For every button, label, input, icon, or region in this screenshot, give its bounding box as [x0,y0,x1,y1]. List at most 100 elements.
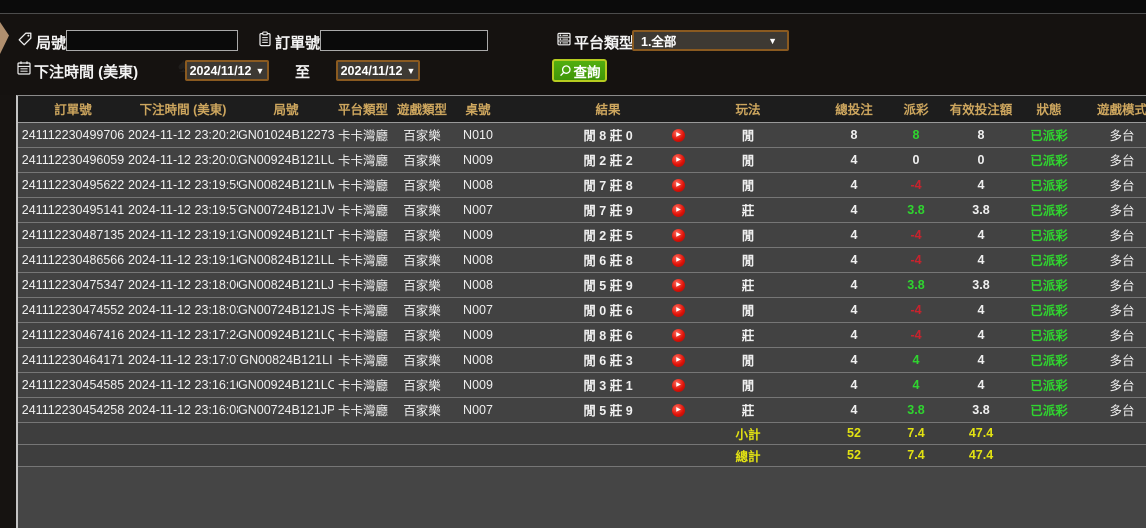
play-icon: ▶ [676,182,681,189]
payout-cell: -4 [884,172,948,198]
play-icon: ▶ [676,307,681,314]
play-button[interactable]: ▶ [671,203,685,217]
play-button[interactable]: ▶ [671,378,685,392]
bet-time-label: 下注時間 (美東) [34,64,139,81]
date-to-value: 2024/11/12 [340,63,403,78]
table-no-cell: N008 [452,172,504,198]
round-cell: GN00724B121JV [238,197,334,223]
total-bet-cell: 4 [800,297,884,323]
round-cell: GN00724B121JP [238,397,334,423]
replay-cell: ▶ [660,397,696,423]
valid-bet-cell: 4 [948,372,1014,398]
col-result: 結果 [504,96,660,123]
payout-cell: 0 [884,147,948,173]
total-empty [1084,443,1146,467]
date-to-select[interactable]: 2024/11/12 ▼ [336,60,420,81]
play-type-cell: 莊 [696,397,800,423]
round-cell: GN01024B12273 [238,122,334,148]
play-icon: ▶ [676,257,681,264]
replay-cell: ▶ [660,247,696,273]
play-button[interactable]: ▶ [671,303,685,317]
round-cell: GN00824B121LM [238,172,334,198]
payout-cell: -4 [884,322,948,348]
platform-cell: 卡卡灣廳 [334,397,392,423]
play-button[interactable]: ▶ [671,278,685,292]
game-type-cell: 百家樂 [392,197,452,223]
col-game-mode: 遊戲模式 [1084,96,1146,123]
play-type-cell: 閒 [696,172,800,198]
play-button[interactable]: ▶ [671,328,685,342]
play-button[interactable]: ▶ [671,253,685,267]
round-cell: GN00824B121LL [238,247,334,273]
total-bet-cell: 8 [800,122,884,148]
bet-time-cell: 2024-11-12 23:18:06 [128,272,238,298]
game-mode-cell: 多台 [1084,272,1146,298]
platform-select[interactable]: 1.全部 ▼ [632,30,789,51]
game-mode-cell: 多台 [1084,347,1146,373]
status-cell: 已派彩 [1014,372,1084,398]
bet-time-cell: 2024-11-12 23:16:10 [128,372,238,398]
subtotal-empty [1084,422,1146,445]
play-type-cell: 閒 [696,372,800,398]
play-icon: ▶ [676,132,681,139]
play-button[interactable]: ▶ [671,403,685,417]
payout-cell: 4 [884,372,948,398]
play-button[interactable]: ▶ [671,128,685,142]
table-row: 241112230496059 2024-11-12 23:20:02 GN00… [18,147,1146,173]
left-margin [0,95,17,528]
game-mode-cell: 多台 [1084,197,1146,223]
drawer-handle-icon[interactable] [0,22,9,54]
table-footer: 小計 52 7.4 47.4 總計 52 7.4 47.4 [18,422,1146,467]
play-button[interactable]: ▶ [671,153,685,167]
game-type-cell: 百家樂 [392,147,452,173]
platform-cell: 卡卡灣廳 [334,147,392,173]
total-bet-cell: 4 [800,272,884,298]
order-cell: 241112230495622 [18,172,128,198]
total-valid: 47.4 [948,443,1014,467]
magnifier-icon [559,64,572,77]
valid-bet-cell: 3.8 [948,272,1014,298]
replay-cell: ▶ [660,147,696,173]
subtotal-valid: 47.4 [948,422,1014,445]
platform-type-label: 平台類型 [574,35,635,52]
game-type-cell: 百家樂 [392,347,452,373]
replay-cell: ▶ [660,172,696,198]
replay-cell: ▶ [660,372,696,398]
search-button[interactable]: 查詢 [552,59,607,82]
table-row: 241112230467416 2024-11-12 23:17:24 GN00… [18,322,1146,348]
chevron-down-icon: ▼ [406,65,416,76]
table-row: 241112230495622 2024-11-12 23:19:59 GN00… [18,172,1146,198]
platform-select-value: 1.全部 [641,35,677,49]
order-cell: 241112230487135 [18,222,128,248]
total-bet-cell: 4 [800,372,884,398]
date-from-select[interactable]: 2024/11/12 ▼ [185,60,269,81]
play-button[interactable]: ▶ [671,178,685,192]
subtotal-payout: 7.4 [884,422,948,445]
round-input[interactable] [66,30,238,51]
play-button[interactable]: ▶ [671,353,685,367]
table-row: 241112230486566 2024-11-12 23:19:10 GN00… [18,247,1146,273]
order-cell: 241112230495141 [18,197,128,223]
date-from-value: 2024/11/12 [189,63,252,78]
table-body: 241112230499706 2024-11-12 23:20:28 GN01… [18,122,1146,423]
bet-time-cell: 2024-11-12 23:17:24 [128,322,238,348]
order-cell: 241112230464171 [18,347,128,373]
total-empty [1014,443,1084,467]
top-strip [0,0,1146,14]
table-row: 241112230474552 2024-11-12 23:18:03 GN00… [18,297,1146,323]
order-input[interactable] [320,30,488,51]
table-no-cell: N009 [452,147,504,173]
subtotal-spacer [18,422,696,445]
payout-cell: 3.8 [884,197,948,223]
order-cell: 241112230475347 [18,272,128,298]
play-icon: ▶ [676,232,681,239]
col-order: 訂單號 [18,96,128,123]
platform-cell: 卡卡灣廳 [334,272,392,298]
bet-time-cell: 2024-11-12 23:20:02 [128,147,238,173]
table-no-cell: N008 [452,347,504,373]
order-cell: 241112230467416 [18,322,128,348]
play-button[interactable]: ▶ [671,228,685,242]
total-bet-cell: 4 [800,147,884,173]
to-label: 至 [295,64,311,81]
order-cell: 241112230496059 [18,147,128,173]
